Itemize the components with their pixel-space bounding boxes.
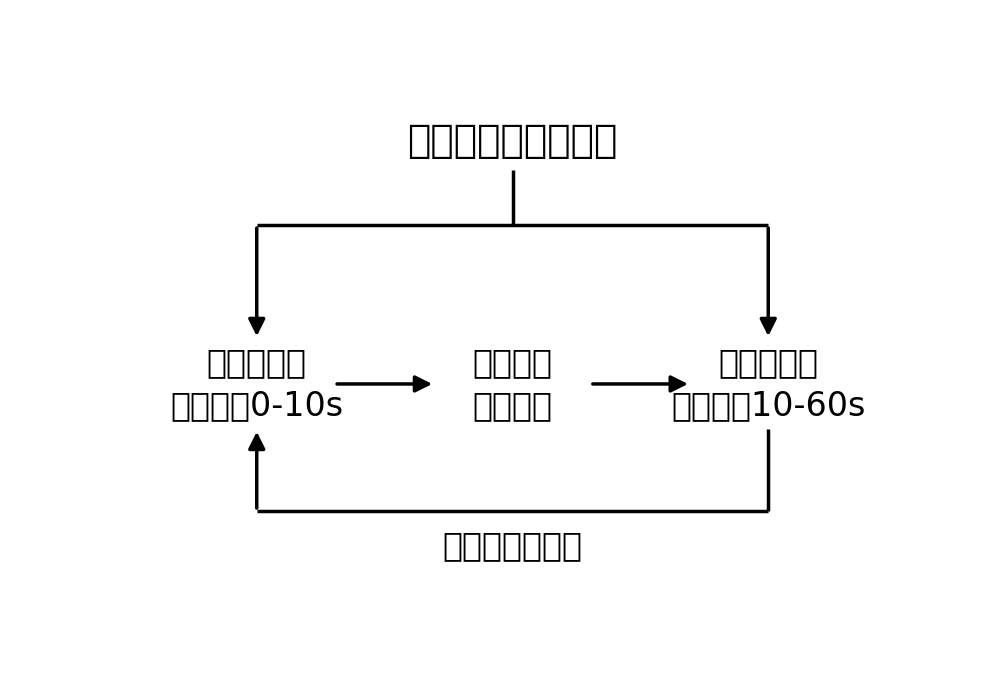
Text: 中风速集群
惯量响写0-10s: 中风速集群 惯量响写0-10s (170, 346, 343, 423)
Text: 每分钟循环更新: 每分钟循环更新 (442, 529, 582, 562)
Text: 转速保护
恢复环节: 转速保护 恢复环节 (473, 346, 552, 423)
Text: 高风速集群
下垂控制10-60s: 高风速集群 下垂控制10-60s (671, 346, 865, 423)
Text: 风电场动态集群优化: 风电场动态集群优化 (407, 122, 618, 159)
